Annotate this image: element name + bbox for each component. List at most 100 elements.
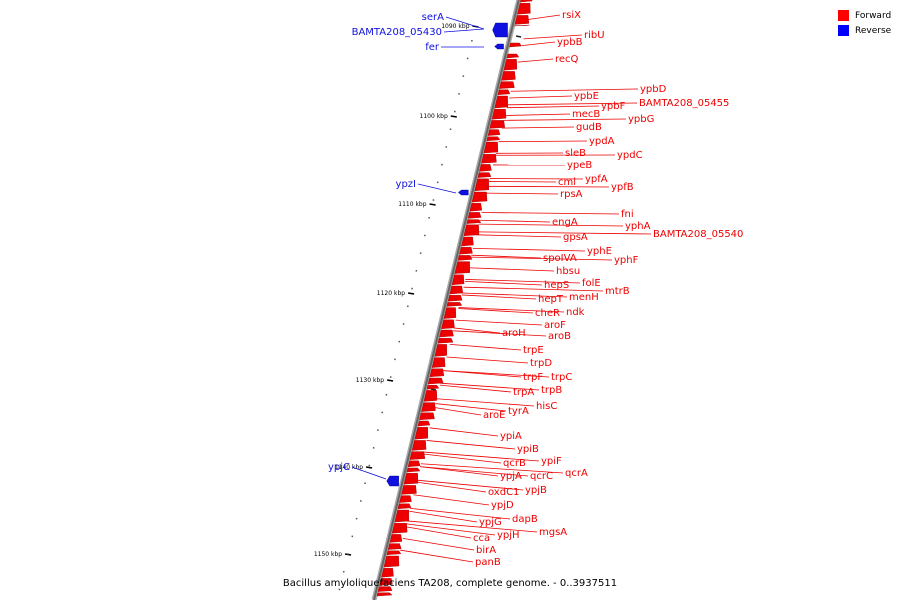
position-ticks: 1090 kbp 1100 kbp 1110 kbp 1120 kbp 1130 kbp… [314,23,522,591]
leader-line [420,466,499,477]
gene-label-ypif: ypiF [541,456,562,467]
minor-tick [466,57,469,60]
reverse-gene-block [494,43,504,50]
gene-label-gudb: gudB [576,122,602,133]
leader-line [443,370,550,378]
forward-gene-block [501,71,516,81]
gene-label-trpb: trpB [541,385,562,396]
leader-line [416,481,487,493]
minor-tick [402,323,405,325]
forward-gene-block [474,178,489,192]
forward-gene-block [427,377,444,385]
forward-gene-block [386,550,402,556]
forward-gene-block [437,338,454,344]
minor-tick [445,146,448,148]
minor-tick [428,217,430,219]
leader-line [417,183,457,194]
minor-tick [411,287,413,290]
gene-label-ypjd: ypjD [491,500,514,511]
forward-swatch [838,10,849,21]
reverse-gene-block [458,189,469,196]
forward-gene-block [379,578,393,586]
leader-line [413,494,490,506]
gene-label-ribu: ribU [584,30,605,41]
leader-line [409,510,478,523]
forward-gene-block [449,285,464,295]
gene-label-rsix: rsiX [562,10,581,21]
leader-line [463,286,604,292]
leader-line [489,181,557,183]
leader-line [479,219,551,223]
forward-gene-block [439,329,454,338]
forward-gene-block [391,523,408,534]
forward-gene-block [417,420,431,427]
minor-tick [454,110,456,113]
gene-label-trpd: trpD [530,358,552,369]
minor-tick [381,411,383,414]
leader-line [486,192,559,195]
leader-line [452,330,547,337]
forward-gene-block [491,108,507,120]
legend-reverse-label: Reverse [855,25,892,36]
gene-label-bamta208-05455: BAMTA208_05455 [639,98,729,109]
leader-line [528,14,561,20]
leader-line [434,407,482,416]
legend-reverse: Reverse [838,23,891,38]
leader-line [440,382,540,391]
leader-line [449,344,522,351]
gene-label-panb: panB [475,557,501,568]
leader-line [498,140,588,143]
forward-gene-block [401,485,417,495]
minor-tick [462,75,465,77]
leader-line [405,526,472,539]
forward-gene-block [423,390,438,402]
forward-gene-block [409,451,426,460]
forward-gene-block [467,212,482,219]
leader-line [503,118,627,121]
gene-label-ypda: ypdA [589,136,615,147]
leader-line [443,28,485,33]
gene-label-ypjg: ypjG [479,517,502,528]
forward-gene-block [429,368,445,378]
gene-label-ypbd: ypbD [640,84,667,95]
forward-gene-block [419,412,435,421]
gene-label-ypbg: ypbG [628,114,654,125]
gene-label-ypha: yphA [625,221,651,232]
gene-label-fer: fer [425,42,440,53]
forward-gene-block [471,191,488,203]
backbone-line [373,0,520,600]
gene-label-gpsa: gpsA [563,232,588,243]
tick-mark [407,292,415,295]
gene-label-hept: hepT [538,294,564,305]
leader-line [487,185,610,188]
gene-label-ypia: ypiA [500,431,522,442]
forward-gene-block [486,136,501,142]
gene-label-aroh: aroH [502,328,526,339]
forward-gene-block [383,555,400,568]
leader-line [439,384,512,393]
forward-gene-block [447,295,463,302]
leader-line [506,105,600,109]
minor-tick [449,128,452,130]
minor-tick [471,40,473,42]
leader-line [453,327,501,334]
reverse-gene-block [386,475,399,487]
backbone-mark [430,388,437,391]
leader-line [507,102,638,106]
leader-line [429,427,499,437]
forward-gene-block [503,59,518,71]
forward-gene-block [407,460,421,468]
gene-label-arof: aroF [544,320,566,331]
forward-gene-block [441,319,455,330]
gene-label-sleb: sleB [565,148,586,159]
minor-tick [394,358,396,361]
forward-gene-block [406,467,421,473]
leader-line [423,453,502,464]
gene-label-recq: recQ [555,54,579,65]
leader-line [416,479,524,491]
gene-label-spoiva: spoIVA [543,253,577,264]
forward-gene-block [403,473,419,485]
gene-label-trpa: trpA [513,387,534,398]
leader-line [420,466,529,477]
